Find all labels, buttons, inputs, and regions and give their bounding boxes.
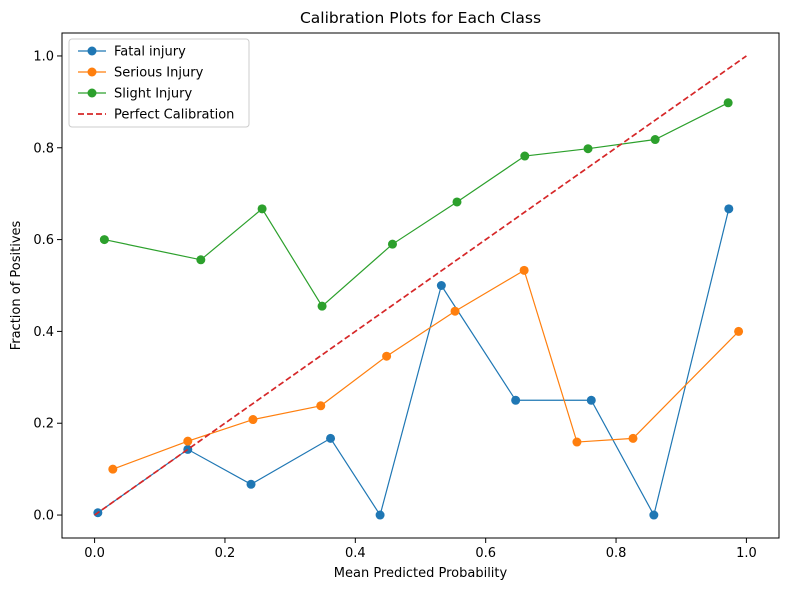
legend-swatch-marker [87, 67, 97, 77]
data-point [196, 255, 206, 265]
y-tick-label: 1.0 [33, 49, 54, 64]
data-point [246, 479, 256, 489]
plot-frame [61, 32, 780, 539]
data-point [387, 239, 397, 249]
series-serious-injury [108, 265, 744, 474]
data-point [450, 306, 460, 316]
y-tick-label: 0.2 [33, 417, 54, 432]
x-tick-label: 0.0 [84, 546, 105, 561]
x-tick-label: 0.6 [475, 546, 496, 561]
data-point [248, 415, 258, 425]
data-point [183, 436, 193, 446]
legend-item-perfect-calibration: Perfect Calibration [78, 108, 234, 123]
data-point [734, 326, 744, 336]
legend-label: Fatal injury [114, 45, 186, 60]
legend-box [68, 38, 250, 128]
data-point [723, 98, 733, 108]
data-point [724, 204, 734, 214]
y-tick-label: 0.6 [33, 233, 54, 248]
legend-swatch-marker [87, 46, 97, 56]
y-tick-label: 0.0 [33, 509, 54, 524]
x-tick-label: 0.8 [606, 546, 627, 561]
x-axis: 0.0 0.2 0.4 0.6 0.8 1.0 [84, 538, 757, 561]
legend: Fatal injury Serious Injury Slight Injury P… [68, 38, 250, 128]
series-line [112, 269, 740, 470]
data-point [519, 265, 529, 275]
legend-label: Slight Injury [114, 87, 192, 102]
data-point [99, 235, 109, 245]
data-point [650, 135, 660, 145]
data-point [375, 510, 385, 520]
y-axis: 0.0 0.2 0.4 0.6 0.8 1.0 [33, 49, 62, 524]
x-axis-label: Mean Predicted Probability [334, 566, 508, 581]
data-point [257, 204, 267, 214]
x-tick-label: 0.4 [345, 546, 366, 561]
legend-item-fatal-injury: Fatal injury [78, 45, 186, 60]
data-point [326, 433, 336, 443]
legend-item-slight-injury: Slight Injury [78, 87, 192, 102]
y-axis-label: Fraction of Positives [9, 220, 24, 350]
legend-label: Serious Injury [114, 66, 204, 81]
data-point [520, 151, 530, 161]
data-point [317, 301, 327, 311]
series-layer [93, 55, 747, 520]
data-point [452, 197, 462, 207]
data-point [628, 433, 638, 443]
legend-swatch-marker [87, 88, 97, 98]
x-tick-label: 0.2 [215, 546, 236, 561]
data-point [382, 351, 392, 361]
y-tick-label: 0.4 [33, 325, 54, 340]
series-line [97, 208, 730, 517]
data-point [108, 464, 118, 474]
data-point [316, 401, 326, 411]
legend-item-serious-injury: Serious Injury [78, 66, 204, 81]
data-point [649, 510, 659, 520]
data-point [572, 437, 582, 447]
legend-label: Perfect Calibration [114, 108, 234, 123]
series-perfect-calibration [94, 55, 747, 516]
data-point [586, 395, 596, 405]
data-point [436, 281, 446, 290]
series-line [94, 55, 747, 516]
data-point [511, 395, 521, 405]
series-fatal-injury [93, 204, 734, 520]
data-point [583, 144, 593, 154]
y-tick-label: 0.8 [33, 141, 54, 156]
x-tick-label: 1.0 [736, 546, 757, 561]
chart-title: Calibration Plots for Each Class [300, 9, 541, 27]
